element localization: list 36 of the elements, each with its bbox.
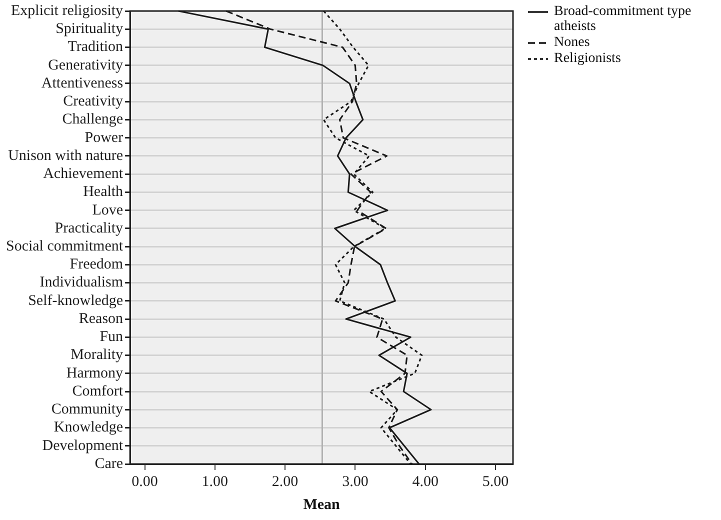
legend-label: Religionists [554, 51, 621, 66]
y-tick-label: Self-knowledge [28, 292, 124, 309]
x-tick-label: 0.00 [132, 474, 158, 490]
y-tick-label: Reason [78, 310, 124, 327]
y-tick-label: Health [83, 184, 124, 200]
legend-label: Broad-commitment type atheists [554, 4, 692, 34]
legend-label: Nones [554, 35, 590, 50]
y-tick-label: Attentiveness [41, 75, 124, 92]
y-tick-label: Unison with nature [8, 148, 124, 164]
y-tick-label: Generativity [48, 57, 124, 74]
x-axis-title: Mean [303, 496, 341, 513]
y-tick-label: Knowledge [54, 420, 124, 436]
y-tick-label: Challenge [62, 112, 124, 128]
y-tick-label: Social commitment [6, 238, 124, 254]
y-tick-label: Fun [100, 329, 124, 346]
y-tick-label: Harmony [66, 365, 124, 382]
x-tick-label: 1.00 [202, 474, 228, 490]
y-tick-label: Community [51, 402, 124, 418]
y-tick-label: Spirituality [56, 21, 124, 38]
y-tick-label: Individualism [40, 274, 124, 291]
x-tick-label: 2.00 [272, 474, 298, 490]
x-tick-label: 3.00 [342, 474, 368, 490]
y-tick-label: Practicality [54, 220, 124, 236]
y-tick-label: Development [42, 438, 124, 454]
y-tick-label: Morality [70, 347, 124, 364]
y-tick-label: Care [94, 456, 124, 472]
y-tick-label: Comfort [72, 383, 124, 400]
y-tick-label: Freedom [70, 256, 124, 273]
x-tick-label: 4.00 [412, 474, 438, 490]
x-tick-label: 5.00 [482, 474, 509, 490]
y-tick-label: Achievement [43, 166, 124, 182]
y-tick-label: Love [92, 202, 124, 218]
y-tick-label: Creativity [63, 94, 124, 110]
y-tick-label: Explicit religiosity [10, 2, 124, 19]
y-tick-label: Power [84, 130, 124, 146]
y-tick-label: Tradition [68, 39, 124, 56]
